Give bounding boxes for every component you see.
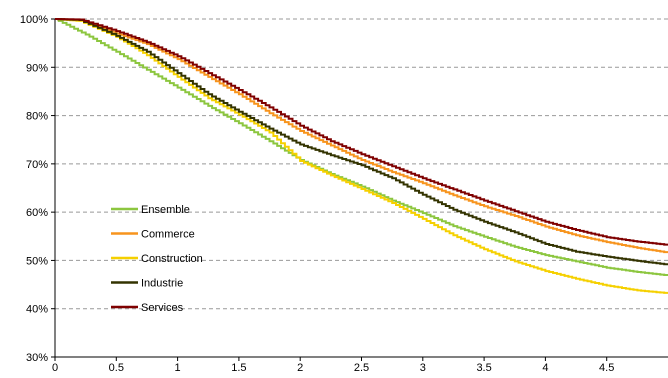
legend-label: Services: [141, 302, 184, 314]
legend-label: Ensemble: [141, 204, 190, 216]
y-tick-label: 40%: [26, 304, 48, 316]
x-tick-label: 1.5: [231, 362, 246, 374]
x-tick-label: 1: [175, 362, 181, 374]
legend-label: Construction: [141, 253, 203, 265]
y-tick-label: 30%: [26, 352, 48, 364]
series-line-industrie: [55, 18, 668, 266]
series-line-services: [55, 18, 668, 246]
legend-label: Commerce: [141, 229, 195, 241]
x-tick-label: 0.5: [109, 362, 124, 374]
y-tick-label: 70%: [26, 159, 48, 171]
series-line-construction: [55, 18, 668, 294]
x-tick-label: 2.5: [354, 362, 369, 374]
x-tick-label: 0: [52, 362, 58, 374]
y-tick-label: 60%: [26, 207, 48, 219]
legend-label: Industrie: [141, 278, 183, 290]
axes: 30% 40% 50% 60% 70% 80% 90% 100% 0 0.5 1 1.5 2 2.5 3 3.…: [20, 14, 668, 374]
x-tick-label: 4.5: [599, 362, 614, 374]
series-line-commerce: [55, 18, 668, 254]
x-tick-label: 4: [542, 362, 548, 374]
x-tick-label: 3.5: [476, 362, 491, 374]
y-tick-label: 90%: [26, 62, 48, 74]
y-tick-label: 50%: [26, 255, 48, 267]
series-lines: [55, 18, 668, 294]
x-tick-label: 3: [420, 362, 426, 374]
x-tick-label: 2: [297, 362, 303, 374]
legend: Ensemble Commerce Construction Industrie Ser…: [111, 204, 203, 314]
y-tick-label: 100%: [20, 14, 48, 26]
y-tick-label: 80%: [26, 111, 48, 123]
